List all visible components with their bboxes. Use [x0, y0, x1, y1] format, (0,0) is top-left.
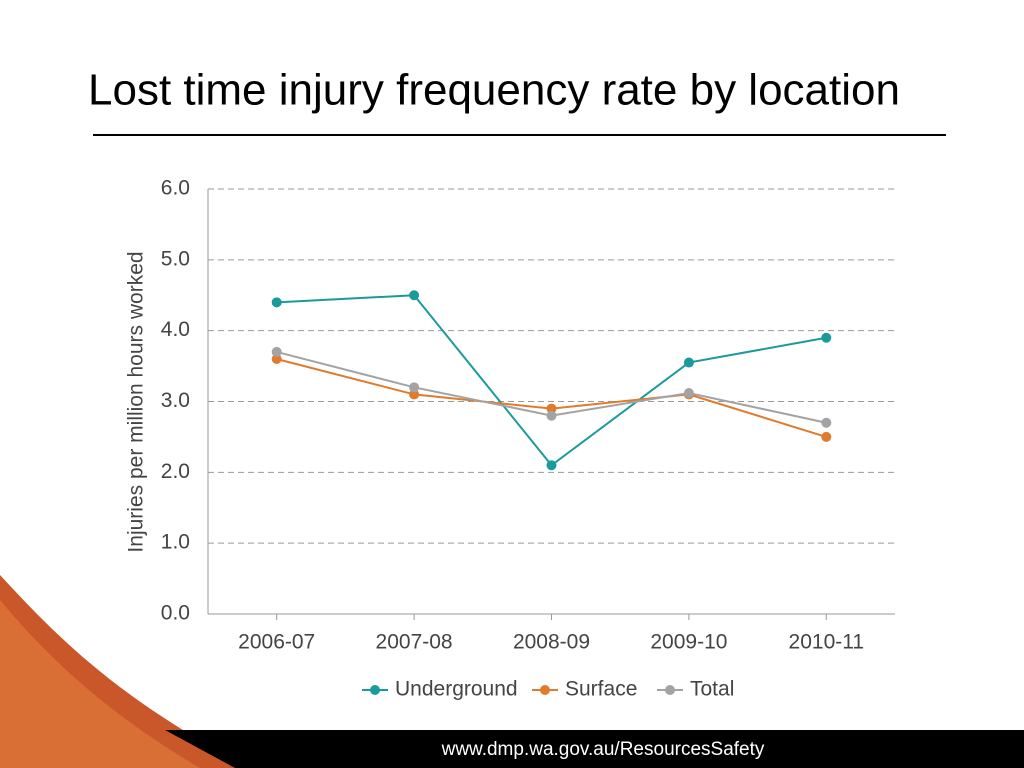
- y-tick-label: 5.0: [161, 247, 190, 270]
- point: [271, 346, 282, 357]
- point: [409, 389, 420, 400]
- footer-bar: [165, 730, 1024, 768]
- point: [683, 357, 694, 368]
- decor-swoosh-light: [0, 600, 200, 768]
- point: [546, 403, 557, 414]
- point: [821, 417, 832, 428]
- y-tick-label: 0.0: [161, 602, 190, 625]
- point: [683, 388, 694, 398]
- chart-title: Lost time injury frequency rate by locat…: [88, 66, 900, 115]
- y-tick-label: 6.0: [161, 177, 190, 200]
- legend-marker: [370, 685, 380, 695]
- point: [409, 382, 420, 393]
- legend-marker: [540, 685, 550, 695]
- legend-label: Surface: [565, 678, 637, 701]
- y-axis-label: Injuries per million hours worked: [125, 251, 148, 552]
- x-tick-label: 2009-10: [650, 631, 727, 654]
- point: [271, 297, 282, 308]
- legend-label: Total: [690, 678, 734, 701]
- y-tick-label: 3.0: [161, 389, 190, 412]
- point: [271, 354, 282, 364]
- x-tick-label: 2008-09: [513, 631, 590, 654]
- y-tick-label: 1.0: [161, 531, 190, 554]
- legend-label: Underground: [395, 678, 518, 701]
- x-tick-label: 2007-08: [376, 631, 453, 654]
- series-line: [276, 358, 827, 438]
- point: [409, 290, 420, 301]
- point: [821, 332, 832, 343]
- point: [821, 431, 832, 442]
- legend-marker: [665, 685, 675, 695]
- y-tick-label: 2.0: [161, 460, 190, 483]
- x-tick-label: 2010-11: [789, 631, 865, 654]
- point: [546, 410, 557, 421]
- x-tick-label: 2006-07: [238, 631, 315, 654]
- point: [546, 460, 557, 471]
- y-tick-label: 4.0: [161, 318, 190, 341]
- footer-text: www.dmp.wa.gov.au/ResourcesSafety: [441, 739, 765, 760]
